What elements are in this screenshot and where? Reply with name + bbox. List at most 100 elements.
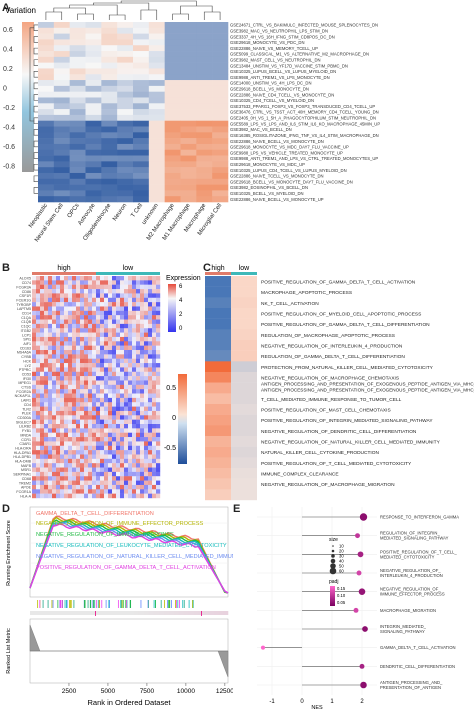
panel-b-cell (80, 336, 85, 342)
panel-b-cell (120, 428, 125, 433)
panel-b-cell (112, 293, 117, 298)
panel-b-cell (100, 397, 105, 403)
panel-b-cell (108, 454, 113, 460)
panel-a-legend-tick: 0.2 (3, 66, 13, 73)
panel-b-cell (120, 371, 125, 377)
panel-a-cell (69, 149, 86, 156)
panel-b-cell (120, 358, 125, 364)
panel-a-cell (53, 172, 70, 180)
panel-b-cell (92, 319, 97, 325)
panel-a-cell (212, 22, 229, 29)
panel-b-cell (80, 380, 85, 386)
panel-b-row-label: C1QA (21, 316, 31, 320)
panel-b-cell (124, 376, 129, 381)
panel-b-cell (156, 302, 161, 307)
panel-b-cell (136, 306, 141, 312)
panel-b-cell (124, 389, 129, 394)
panel-b-cell (80, 350, 85, 355)
panel-b-cell (40, 280, 45, 285)
panel-b-cell (48, 389, 53, 394)
panel-b-cell (84, 445, 89, 451)
panel-a-cell (53, 196, 70, 203)
panel-b-cell (84, 310, 89, 316)
panel-b-cell (116, 293, 121, 298)
panel-b-cell (40, 415, 45, 420)
panel-a-cell (148, 27, 165, 34)
panel-b-cell (96, 397, 101, 403)
panel-b-cell (100, 484, 105, 490)
panel-b-cell (136, 376, 141, 381)
panel-b-cell (104, 397, 109, 403)
panel-b-cell (132, 458, 137, 464)
panel-a-cell (101, 62, 118, 69)
panel-b-cell (84, 293, 89, 298)
panel-b-cell (112, 445, 117, 451)
panel-d-enrichment-frame (29, 506, 229, 598)
panel-b-cell (120, 441, 125, 446)
panel-b-cell (32, 480, 37, 486)
panel-b-cell (32, 393, 37, 399)
panel-b-cell (144, 380, 149, 386)
panel-b-cell (48, 293, 53, 298)
panel-b-cell (60, 458, 65, 464)
panel-b-cell (100, 367, 105, 372)
panel-b-cell (96, 297, 101, 303)
panel-b-cell (112, 467, 117, 473)
panel-b-cell (148, 367, 153, 372)
panel-b-cell (48, 323, 53, 329)
panel-b-cell (48, 341, 53, 346)
panel-a-cell (53, 161, 70, 168)
panel-a-cell (38, 97, 55, 104)
panel-b-cell (32, 319, 37, 325)
panel-b-cell (84, 371, 89, 377)
panel-a-dendrogram-branch (33, 24, 38, 32)
panel-b-cell (152, 480, 157, 486)
panel-b-cell (120, 289, 125, 294)
panel-b-cell (40, 402, 45, 407)
panel-b-cell (48, 432, 53, 438)
panel-b-cell (104, 358, 109, 364)
panel-b-cell (52, 428, 57, 433)
panel-b-cell (60, 319, 65, 325)
panel-d-rank-strip-cell (69, 611, 75, 615)
panel-a-cell (164, 22, 181, 29)
panel-b-cell (152, 489, 157, 494)
panel-b-cell (56, 467, 61, 473)
panel-b-cell (64, 393, 69, 399)
panel-b-cell (36, 441, 41, 446)
panel-a-row-label: GSE14000_UNSTIM_VS_4H_LPS_DC_DN (230, 81, 311, 86)
panel-b-cell (108, 432, 113, 438)
panel-b-cell (44, 432, 49, 438)
panel-b-cell (136, 410, 141, 416)
panel-a-cell (53, 62, 70, 69)
panel-a-cell (148, 109, 165, 116)
panel-c-cell-high (205, 286, 231, 298)
panel-b-cell (88, 432, 93, 438)
panel-d-series-line (29, 523, 229, 594)
panel-b-cell (136, 341, 141, 346)
panel-b-cell (64, 480, 69, 486)
panel-a-cell (212, 62, 229, 69)
panel-b-cell (40, 380, 45, 386)
panel-b-cell (148, 428, 153, 433)
panel-a-cell (69, 178, 86, 185)
panel-b-cell (76, 310, 81, 316)
panel-b-cell (52, 323, 57, 329)
panel-b-cell (108, 484, 113, 490)
panel-b-cell (96, 489, 101, 494)
panel-b-cell (52, 406, 57, 412)
panel-a-cell (117, 85, 134, 92)
panel-b-cell (116, 476, 121, 481)
panel-b-cell (68, 424, 73, 429)
panel-c-row-label: POSITIVE_REGULATION_OF_INTEGRIN_MEDIATED… (261, 418, 433, 424)
panel-b-cell (76, 319, 81, 325)
panel-b-cell (60, 363, 65, 368)
panel-b-row-label: MS4A6A (17, 351, 32, 355)
panel-b-cell (56, 389, 61, 394)
panel-b-cell (128, 310, 133, 316)
panel-b-cell (88, 467, 93, 473)
panel-a-cell (85, 68, 102, 75)
panel-b-cell (104, 350, 109, 355)
panel-b-cell (104, 454, 109, 460)
panel-b-cell (144, 376, 149, 381)
